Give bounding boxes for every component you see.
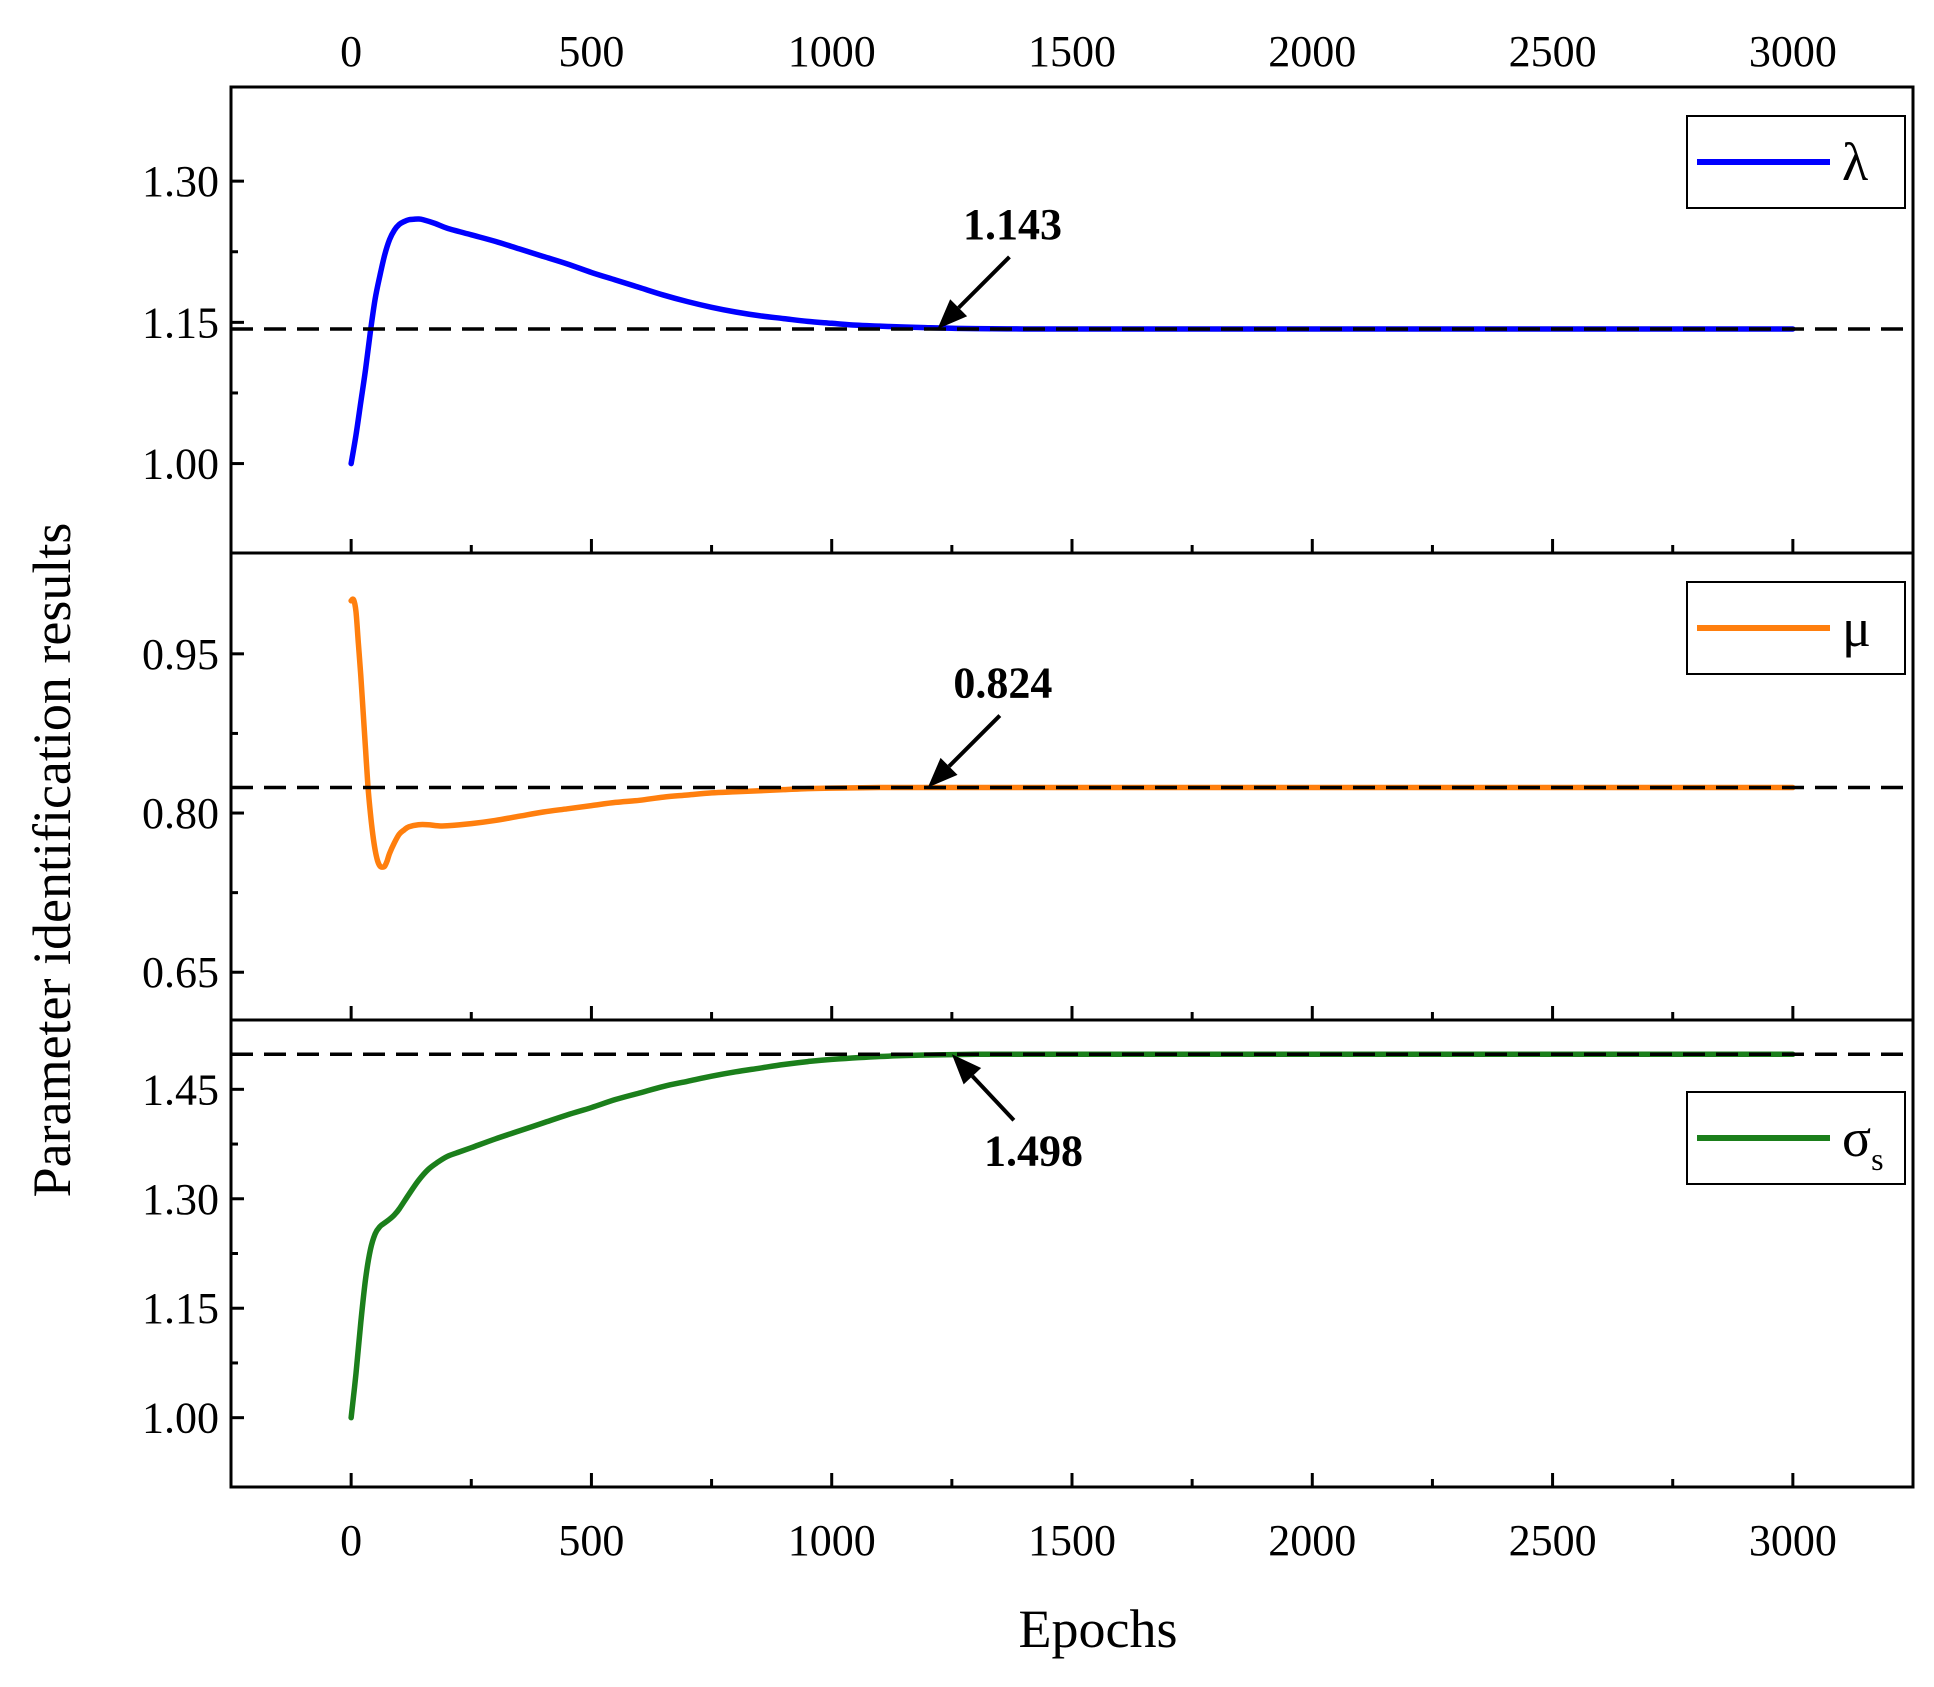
x-tick-label: 0 xyxy=(340,1516,362,1565)
x-tick-label-top: 2500 xyxy=(1509,27,1597,76)
lambda-panel: 1.00 1.15 1.30 0 500 1000 1500 2000 2500 3000 1.14… xyxy=(142,27,1915,555)
x-tick-label-top: 1000 xyxy=(788,27,876,76)
annotation-value: 1.498 xyxy=(984,1127,1083,1176)
annotation-arrow-head xyxy=(937,299,968,329)
annotation-arrow-head xyxy=(951,1054,982,1085)
y-tick-label: 1.00 xyxy=(142,1394,219,1443)
annotation-arrow-head xyxy=(927,757,958,788)
annotation-value: 0.824 xyxy=(953,659,1052,708)
x-tick-label-top: 2000 xyxy=(1268,27,1356,76)
legend-label-main: λ xyxy=(1842,132,1868,192)
x-tick-label-top: 3000 xyxy=(1749,27,1837,76)
y-tick-label: 1.15 xyxy=(142,298,219,347)
x-tick-label-top: 0 xyxy=(340,27,362,76)
legend-label: λ xyxy=(1842,132,1868,192)
legend-label: μ xyxy=(1842,598,1871,658)
legend-label: σs xyxy=(1842,1108,1884,1177)
y-tick-label: 1.30 xyxy=(142,1175,219,1224)
y-tick-label: 1.15 xyxy=(142,1284,219,1333)
x-tick-label: 2500 xyxy=(1509,1516,1597,1565)
x-tick-label: 1500 xyxy=(1028,1516,1116,1565)
annotation-arrow-shaft xyxy=(947,714,1002,768)
y-tick-label: 0.65 xyxy=(142,948,219,997)
y-tick-label: 1.30 xyxy=(142,157,219,206)
sigma-panel: 1.00 1.15 1.30 1.45 0 500 1000 1500 2000 2500 3000… xyxy=(142,1018,1915,1565)
y-tick-label: 0.95 xyxy=(142,630,219,679)
y-tick-label: 1.45 xyxy=(142,1065,219,1114)
x-tick-label-top: 1500 xyxy=(1028,27,1116,76)
x-tick-label: 1000 xyxy=(788,1516,876,1565)
legend-label-subscript: s xyxy=(1871,1141,1883,1177)
x-axis-title: Epochs xyxy=(1019,1599,1178,1659)
annotation-value: 1.143 xyxy=(963,200,1062,249)
y-axis-title: Parameter identification results xyxy=(22,523,82,1198)
legend-label-main: μ xyxy=(1842,598,1871,658)
x-tick-label: 500 xyxy=(558,1516,624,1565)
annotation-arrow-shaft xyxy=(957,255,1011,310)
annotation-arrow-shaft xyxy=(970,1074,1016,1122)
legend-label-main: σ xyxy=(1842,1108,1871,1168)
x-tick-label: 3000 xyxy=(1749,1516,1837,1565)
x-tick-label-top: 500 xyxy=(558,27,624,76)
y-tick-label: 0.80 xyxy=(142,789,219,838)
y-tick-label: 1.00 xyxy=(142,440,219,489)
x-tick-label: 2000 xyxy=(1268,1516,1356,1565)
